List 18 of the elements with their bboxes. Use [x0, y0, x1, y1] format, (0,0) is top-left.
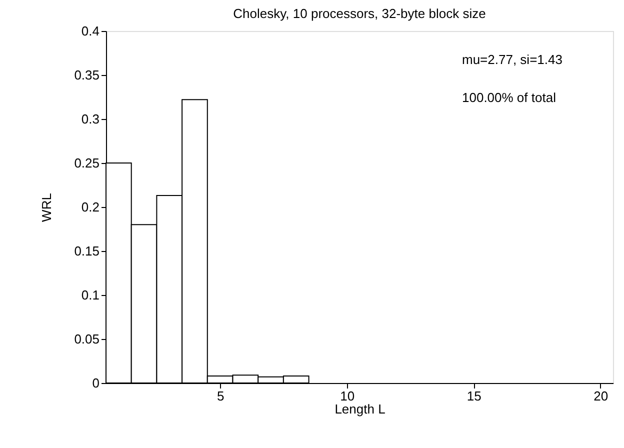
annotation: 100.00% of total [462, 90, 556, 105]
y-tick-label: 0.35 [74, 68, 100, 82]
y-tick-label: 0.1 [81, 288, 100, 302]
chart-title: Cholesky, 10 processors, 32-byte block size [233, 6, 486, 21]
x-tick-label: 15 [466, 388, 482, 404]
y-tick-label: 0.3 [81, 112, 100, 126]
y-tick-label: 0.25 [74, 156, 100, 170]
y-tick-label: 0.15 [74, 244, 100, 258]
annotation: mu=2.77, si=1.43 [462, 52, 562, 67]
x-axis-title: Length L [334, 402, 386, 416]
x-tick-label: 10 [340, 388, 355, 404]
x-tick-label: 5 [216, 388, 224, 404]
y-tick-label: 0.4 [81, 24, 100, 38]
y-tick-label: 0.05 [74, 332, 100, 346]
y-tick-label: 0 [92, 376, 100, 390]
y-tick-label: 0.2 [81, 200, 100, 214]
x-tick-label: 20 [594, 388, 608, 404]
y-axis-title: WRL [39, 193, 54, 222]
